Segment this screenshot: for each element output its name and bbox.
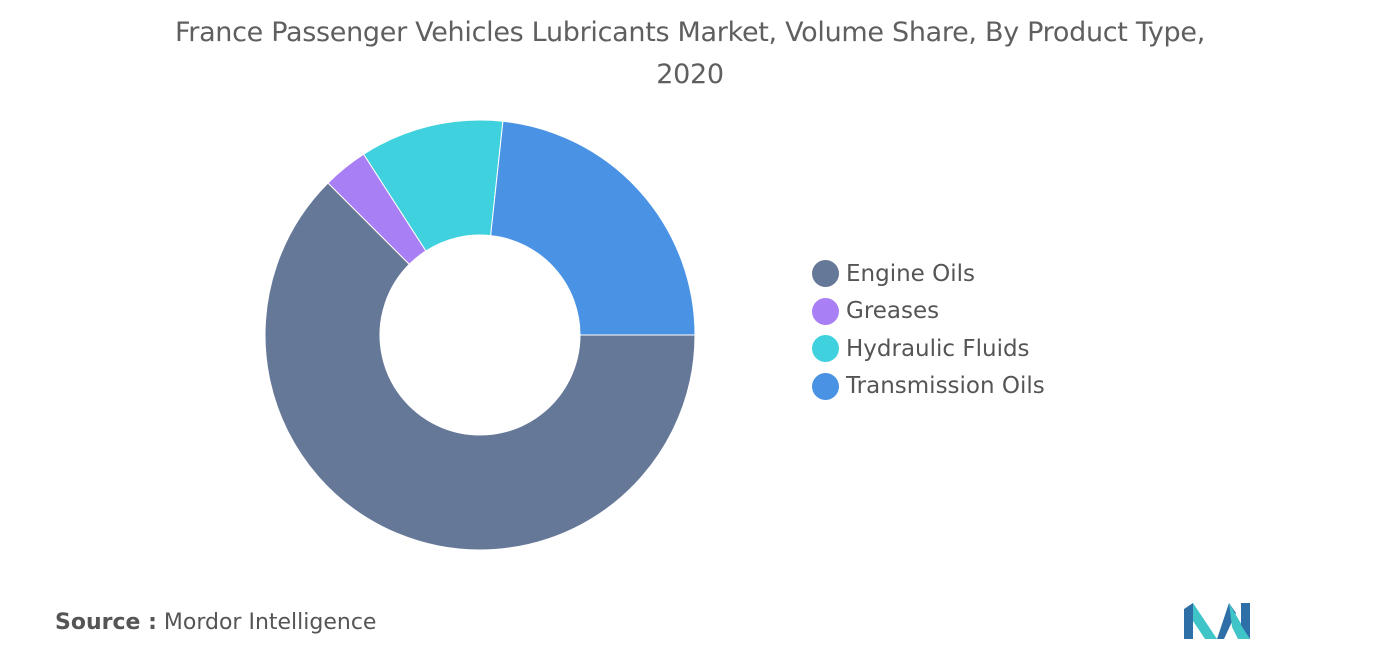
legend-swatch-transmission-oils bbox=[812, 372, 839, 400]
chart-legend: Engine Oils Greases Hydraulic Fluids Tra… bbox=[812, 255, 1045, 405]
legend-item-hydraulic-fluids: Hydraulic Fluids bbox=[812, 330, 1045, 368]
logo-left-bar bbox=[1184, 603, 1193, 639]
legend-label-greases: Greases bbox=[846, 298, 940, 325]
slice-engine-oils bbox=[264, 182, 696, 551]
mordor-intelligence-logo-icon bbox=[1184, 603, 1250, 639]
legend-swatch-hydraulic-fluids bbox=[812, 335, 839, 363]
source-label: Source : bbox=[55, 610, 157, 635]
donut-slices bbox=[264, 119, 696, 551]
chart-title: France Passenger Vehicles Lubricants Mar… bbox=[175, 17, 1205, 90]
source-note: Source : Mordor Intelligence bbox=[55, 610, 376, 635]
legend-item-greases: Greases bbox=[812, 293, 1045, 331]
legend-swatch-engine-oils bbox=[812, 260, 839, 288]
legend-label-engine-oils: Engine Oils bbox=[846, 260, 976, 287]
slice-transmission-oils bbox=[490, 120, 696, 336]
legend-label-hydraulic-fluids: Hydraulic Fluids bbox=[846, 335, 1030, 362]
legend-label-transmission-oils: Transmission Oils bbox=[846, 373, 1045, 400]
logo-left-diagonal bbox=[1193, 603, 1217, 639]
legend-item-engine-oils: Engine Oils bbox=[812, 255, 1045, 293]
legend-swatch-greases bbox=[812, 297, 839, 325]
logo-right-bar bbox=[1241, 603, 1250, 639]
source-text: Mordor Intelligence bbox=[163, 610, 377, 635]
legend-item-transmission-oils: Transmission Oils bbox=[812, 368, 1045, 406]
